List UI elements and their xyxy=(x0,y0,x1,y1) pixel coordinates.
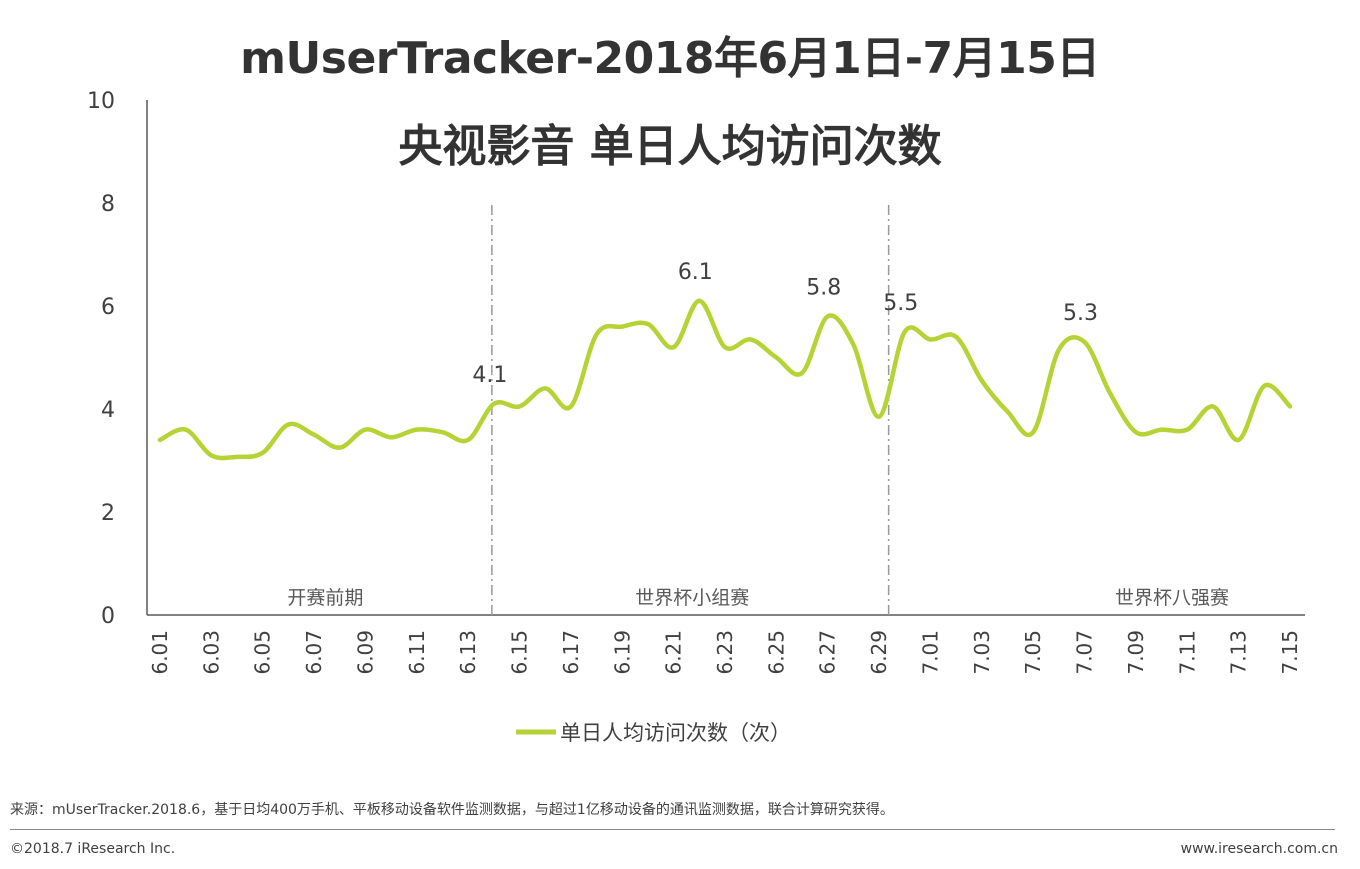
x-tick-label: 6.21 xyxy=(662,630,686,675)
x-tick-label: 7.01 xyxy=(918,630,942,675)
phase-label: 开赛前期 xyxy=(287,587,363,609)
x-tick-label: 6.19 xyxy=(610,630,634,675)
chart-title-line1: mUserTracker-2018年6月1日-7月15日 xyxy=(240,33,1100,84)
x-tick-label: 6.13 xyxy=(456,630,480,675)
series-line xyxy=(157,298,1293,461)
x-tick-label: 6.15 xyxy=(508,630,532,675)
x-tick-label: 6.17 xyxy=(559,630,583,675)
x-tick-label: 6.09 xyxy=(353,630,377,675)
x-tick-label: 7.05 xyxy=(1021,630,1045,675)
x-tick-label: 6.29 xyxy=(867,630,891,675)
x-tick-label: 6.27 xyxy=(816,630,840,675)
x-tick-label: 7.15 xyxy=(1278,630,1302,675)
y-tick-label: 0 xyxy=(101,604,115,629)
x-tick-label: 6.03 xyxy=(199,630,223,675)
data-label: 4.1 xyxy=(472,363,507,388)
website-link[interactable]: www.iresearch.com.cn xyxy=(1180,841,1338,857)
data-label: 5.3 xyxy=(1063,301,1098,326)
x-tick-label: 6.23 xyxy=(713,630,737,675)
phase-label: 世界杯小组赛 xyxy=(635,587,749,609)
data-label: 5.5 xyxy=(883,291,918,316)
y-tick-label: 8 xyxy=(101,192,115,217)
x-tick-label: 6.07 xyxy=(302,630,326,675)
x-tick-label: 6.25 xyxy=(764,630,788,675)
x-tick-label: 7.13 xyxy=(1227,630,1251,675)
x-tick-label: 7.11 xyxy=(1175,630,1199,675)
y-tick-label: 4 xyxy=(101,398,115,423)
y-tick-label: 10 xyxy=(87,89,115,114)
y-tick-label: 2 xyxy=(101,501,115,526)
phase-label: 世界杯八强赛 xyxy=(1115,587,1229,609)
y-tick-label: 6 xyxy=(101,295,115,320)
chart-title-line2: 央视影音 单日人均访问次数 xyxy=(398,121,942,172)
data-label: 6.1 xyxy=(678,260,713,285)
x-tick-label: 6.11 xyxy=(405,630,429,675)
x-tick-label: 6.05 xyxy=(251,630,275,675)
x-tick-label: 7.09 xyxy=(1124,630,1148,675)
data-label: 5.8 xyxy=(806,275,841,300)
copyright: ©2018.7 iResearch Inc. xyxy=(10,841,176,857)
x-tick-label: 7.07 xyxy=(1073,630,1097,675)
footer-divider xyxy=(10,829,1335,830)
source-note: 来源：mUserTracker.2018.6，基于日均400万手机、平板移动设备… xyxy=(10,802,894,818)
legend-label: 单日人均访问次数（次） xyxy=(560,721,791,745)
x-tick-label: 7.03 xyxy=(970,630,994,675)
x-tick-label: 6.01 xyxy=(148,630,172,675)
